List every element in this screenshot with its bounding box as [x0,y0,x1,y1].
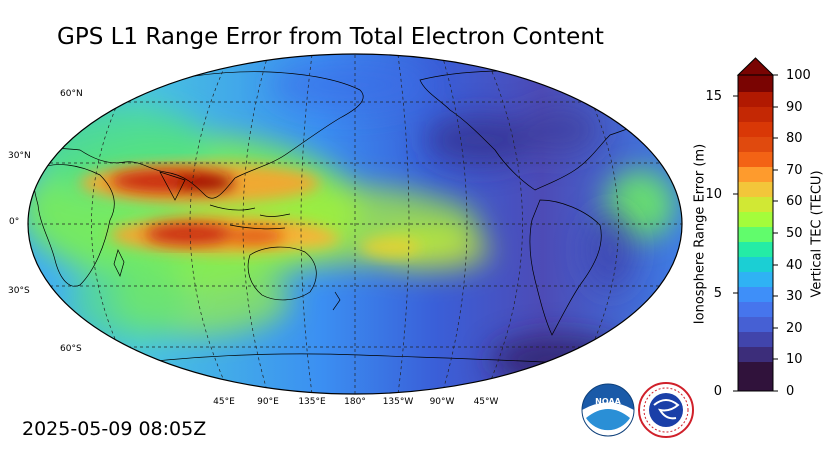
range-error-tick: 0 [713,384,722,399]
lon-label-180: 180° [344,397,366,407]
tec-tick: 60 [786,194,803,209]
tec-tick: 50 [786,226,803,241]
tec-tick: 100 [786,68,811,83]
lat-label-30s: 30°S [8,286,30,296]
lat-label-60s: 60°S [60,344,82,354]
range-error-tick: 15 [705,89,722,104]
colorbar-left-label: Ionosphere Range Error (m) [692,143,708,325]
lat-label-0: 0° [9,217,20,227]
tec-tick: 70 [786,163,803,178]
lon-label-45e: 45°E [213,397,235,407]
lon-label-135e: 135°E [298,397,326,407]
svg-text:NOAA: NOAA [595,397,621,406]
globe-outline [27,53,683,395]
lat-label-30n: 30°N [8,151,31,161]
lon-label-90e: 90°E [257,397,279,407]
tec-tick: 40 [786,258,803,273]
range-error-tick: 5 [713,286,722,301]
timestamp: 2025-05-09 08:05Z [22,418,207,440]
tec-tick: 30 [786,289,803,304]
lat-label-60n: 60°N [60,89,83,99]
lon-label-90w: 90°W [429,397,455,407]
tec-tick: 0 [786,384,795,399]
tec-tick: 90 [786,100,803,115]
map-title: GPS L1 Range Error from Total Electron C… [57,24,604,50]
nws-logo [638,382,694,438]
tec-tick: 20 [786,321,803,336]
tec-tick: 10 [786,352,803,367]
colorbar-right-label: Vertical TEC (TECU) [809,170,825,298]
lon-label-45w: 45°W [473,397,499,407]
tec-tick: 80 [786,131,803,146]
noaa-logo: NOAA [581,383,635,437]
colorbar [733,57,778,392]
lon-label-135w: 135°W [382,397,414,407]
range-error-tick: 10 [705,187,722,202]
